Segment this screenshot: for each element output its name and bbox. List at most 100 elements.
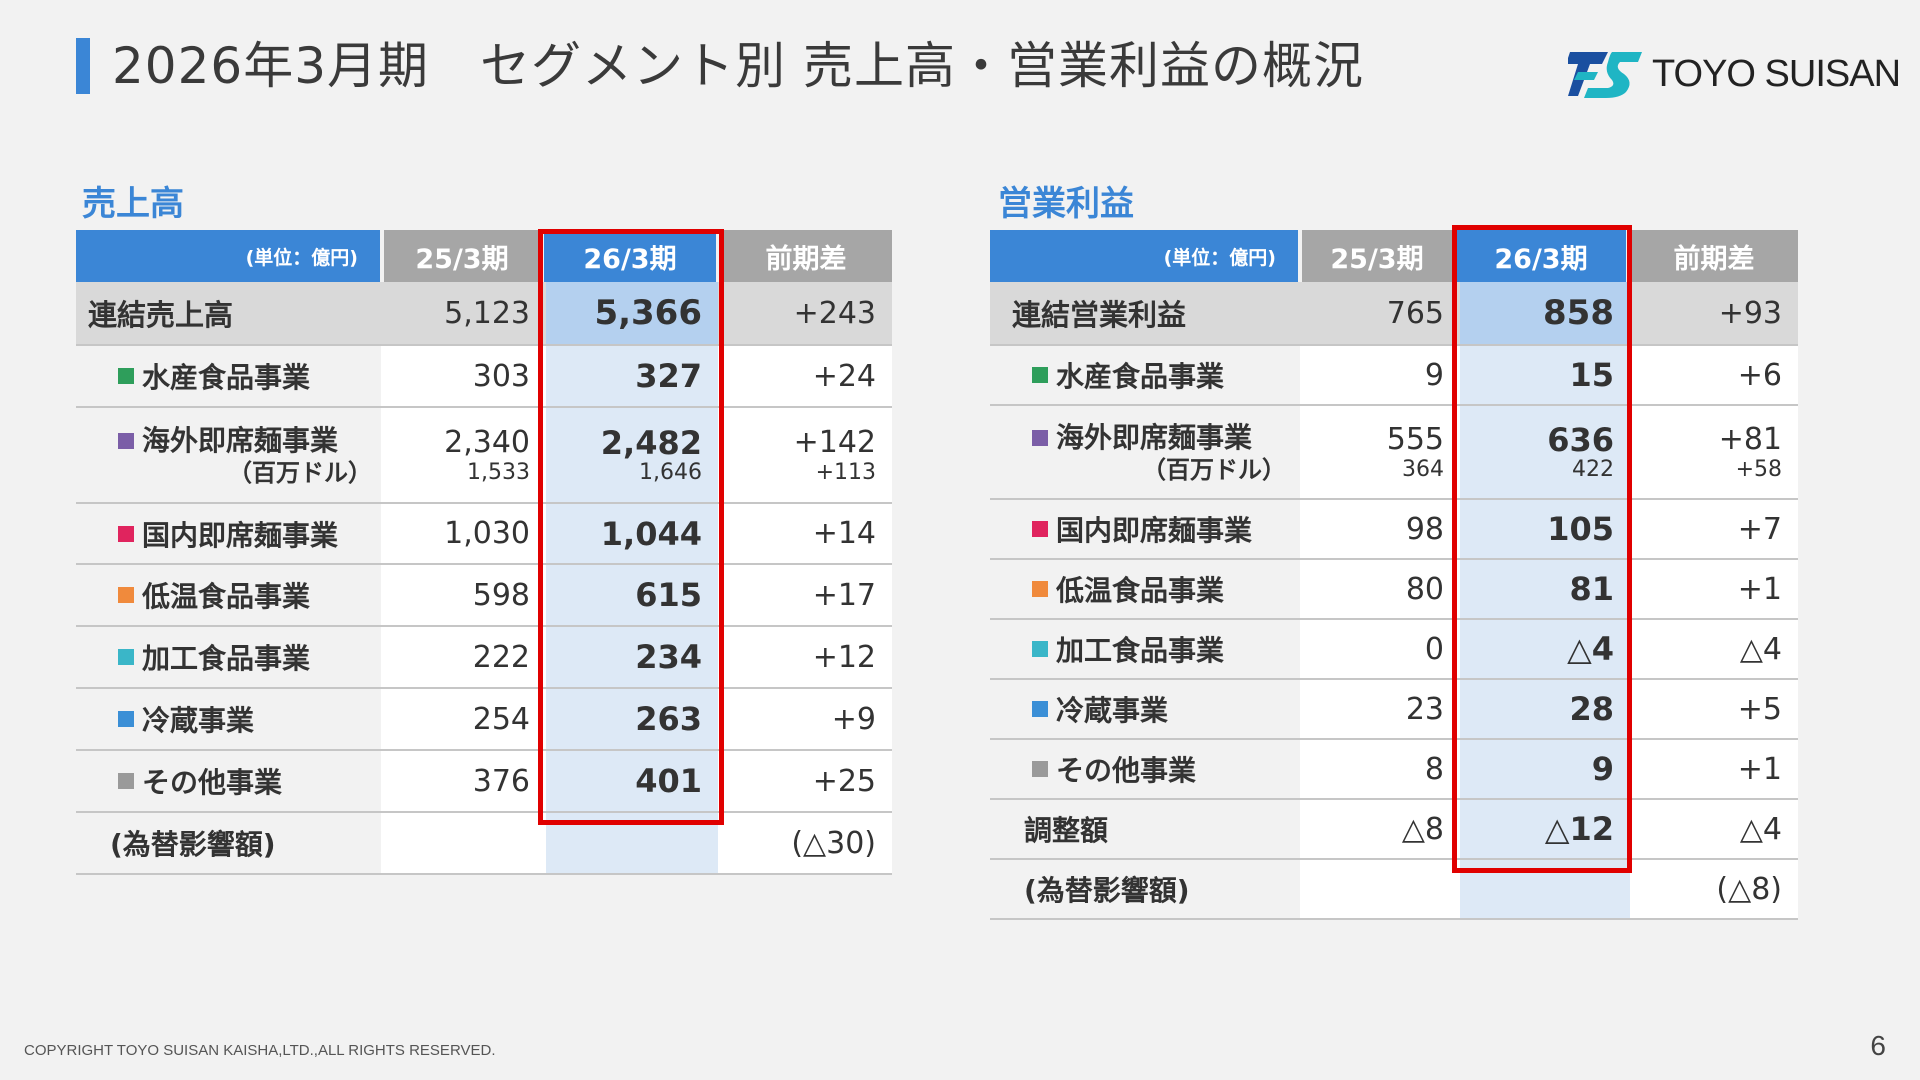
curr-value: 105	[1460, 500, 1630, 558]
adjustment-row: 調整額 △8 △12 △4	[990, 800, 1798, 860]
legend-square-icon	[118, 433, 134, 449]
diff-value: +81	[1718, 422, 1782, 457]
diff-value: +17	[718, 565, 892, 625]
row-label: 国内即席麺事業	[1056, 514, 1253, 547]
diff-value: △4	[1630, 620, 1798, 678]
curr-value-usd: 1,646	[639, 460, 702, 485]
prev-value: 80	[1300, 560, 1460, 618]
table-row: 低温食品事業 598 615 +17	[76, 565, 892, 627]
row-label: 国内即席麺事業	[142, 518, 339, 552]
prev-value: 1,030	[381, 504, 546, 563]
prev-year-header: 25/3期	[1302, 230, 1452, 282]
prev-value: 303	[381, 346, 546, 406]
sales-total-row: 連結売上高 5,123 5,366 +243	[76, 282, 892, 346]
diff-value: +1	[1630, 740, 1798, 798]
prev-value-usd: 364	[1402, 457, 1444, 482]
row-label: 水産食品事業	[1056, 360, 1225, 393]
diff-value: +9	[718, 689, 892, 749]
table-row: 水産食品事業 9 15 +6	[990, 346, 1798, 406]
op-section-title: 営業利益	[998, 184, 1134, 224]
header-gap	[1298, 230, 1302, 282]
prev-value: 0	[1300, 620, 1460, 678]
curr-value: 327	[546, 346, 718, 406]
prev-value-usd: 1,533	[467, 460, 530, 485]
header-gap	[716, 230, 720, 282]
prev-value: 8	[1300, 740, 1460, 798]
copyright-notice: COPYRIGHT TOYO SUISAN KAISHA,LTD.,ALL RI…	[24, 1042, 496, 1059]
legend-square-icon	[1032, 367, 1048, 383]
row-label: 低温食品事業	[1056, 574, 1225, 607]
row-label: (為替影響額)	[76, 813, 381, 873]
prev-value: 222	[381, 627, 546, 687]
fx-impact-row: (為替影響額) (△8)	[990, 860, 1798, 920]
prev-value: 2,340	[444, 425, 530, 460]
diff-value: +25	[718, 751, 892, 811]
curr-value: 401	[546, 751, 718, 811]
table-row: その他事業 8 9 +1	[990, 740, 1798, 800]
curr-value: 615	[546, 565, 718, 625]
diff-value: +243	[718, 282, 892, 344]
row-label: (為替影響額)	[990, 860, 1300, 918]
diff-value: +6	[1630, 346, 1798, 404]
curr-value-empty	[546, 813, 718, 873]
row-label: 低温食品事業	[142, 580, 311, 613]
diff-value: +142	[793, 425, 876, 460]
page-number: 6	[1870, 1030, 1886, 1061]
diff-value-usd: +58	[1735, 457, 1782, 482]
prev-value: 765	[1300, 282, 1460, 344]
curr-value-empty	[1460, 860, 1630, 918]
diff-header: 前期差	[1630, 230, 1798, 282]
diff-value: (△30)	[718, 813, 892, 873]
op-total-row: 連結営業利益 765 858 +93	[990, 282, 1798, 346]
toyo-suisan-logo-icon	[1566, 52, 1642, 98]
table-row: 冷蔵事業 254 263 +9	[76, 689, 892, 751]
row-label: 海外即席麺事業	[1056, 421, 1253, 454]
table-row: 水産食品事業 303 327 +24	[76, 346, 892, 408]
table-row: 国内即席麺事業 98 105 +7	[990, 500, 1798, 560]
curr-value: 5,366	[546, 282, 718, 344]
curr-value: 81	[1460, 560, 1630, 618]
curr-value: 234	[546, 627, 718, 687]
row-label: 冷蔵事業	[142, 704, 255, 737]
curr-value: 1,044	[546, 504, 718, 563]
diff-value: +24	[718, 346, 892, 406]
page-title: 2026年3月期 セグメント別 売上高・営業利益の概況	[112, 37, 1364, 95]
legend-square-icon	[118, 773, 134, 789]
legend-square-icon	[1032, 641, 1048, 657]
prev-value: 598	[381, 565, 546, 625]
diff-header: 前期差	[720, 230, 892, 282]
sales-table: (単位：億円) 25/3期 26/3期 前期差 連結売上高 5,123 5,36…	[76, 230, 892, 875]
row-label: 連結営業利益	[990, 282, 1300, 344]
diff-value: △4	[1630, 800, 1798, 858]
curr-value: 636	[1547, 421, 1614, 459]
sales-header-row: (単位：億円) 25/3期 26/3期 前期差	[76, 230, 892, 282]
unit-header: (単位：億円)	[76, 230, 380, 282]
company-logo: TOYO SUISAN	[1566, 48, 1901, 100]
diff-value-usd: +113	[815, 460, 876, 485]
legend-square-icon	[118, 368, 134, 384]
curr-value: 28	[1460, 680, 1630, 738]
logo-text: TOYO SUISAN	[1652, 53, 1901, 95]
diff-value: +93	[1630, 282, 1798, 344]
op-table: (単位：億円) 25/3期 26/3期 前期差 連結営業利益 765 858 +…	[990, 230, 1798, 920]
diff-value: +5	[1630, 680, 1798, 738]
curr-value: 9	[1460, 740, 1630, 798]
table-row: 国内即席麺事業 1,030 1,044 +14	[76, 504, 892, 565]
prev-value: 555	[1386, 422, 1444, 457]
row-label: 調整額	[990, 800, 1300, 858]
op-header-row: (単位：億円) 25/3期 26/3期 前期差	[990, 230, 1798, 282]
row-label: 連結売上高	[76, 282, 381, 344]
header-gap	[380, 230, 384, 282]
curr-value: △12	[1460, 800, 1630, 858]
curr-year-header: 26/3期	[1456, 230, 1626, 282]
diff-value: +12	[718, 627, 892, 687]
table-row: 海外即席麺事業 （百万ドル） 2,340 1,533 2,482 1,646 +…	[76, 408, 892, 504]
legend-square-icon	[118, 649, 134, 665]
curr-value: 858	[1460, 282, 1630, 344]
row-unit-label: （百万ドル）	[228, 459, 372, 487]
prev-value: △8	[1300, 800, 1460, 858]
table-row: 加工食品事業 0 △4 △4	[990, 620, 1798, 680]
row-label: その他事業	[1056, 754, 1197, 787]
diff-value: (△8)	[1630, 860, 1798, 918]
diff-value: +7	[1630, 500, 1798, 558]
